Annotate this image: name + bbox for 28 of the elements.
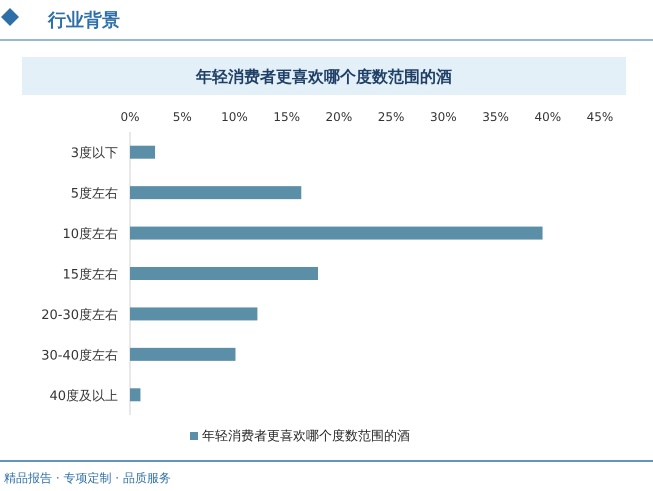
text: 行业背景 [47, 10, 120, 31]
bar [130, 226, 543, 240]
bar [130, 267, 318, 280]
y-tick-label: 30-40度左右 [41, 347, 118, 364]
x-tick-label: 35% [482, 110, 509, 124]
bar [130, 307, 258, 320]
legend-label: 年轻消费者更喜欢哪个度数范围的酒 [202, 428, 410, 444]
text: 精品报告 · 专项定制 · 品质服务 [4, 471, 171, 485]
y-tick-label: 15度左右 [62, 266, 118, 282]
x-tick-label: 15% [273, 110, 300, 124]
x-tick-label: 45% [586, 110, 614, 124]
chart-title: 年轻消费者更喜欢哪个度数范围的酒 [195, 67, 452, 86]
bar [130, 388, 140, 402]
x-tick-label: 20% [326, 110, 352, 124]
x-tick-label: 30% [430, 110, 457, 124]
y-tick-label: 10度左右 [62, 226, 118, 242]
bar [130, 348, 236, 361]
y-tick-label: 20-30度左右 [41, 306, 118, 323]
y-tick-label: 5度左右 [70, 186, 118, 202]
x-tick-label: 25% [378, 110, 404, 124]
x-tick-label: 10% [221, 110, 248, 124]
y-tick-label: 40度及以上 [49, 388, 118, 404]
bar [130, 186, 302, 200]
x-tick-label: 0% [120, 110, 140, 124]
bar [130, 146, 156, 159]
x-tick-label: 5% [172, 110, 192, 124]
y-tick-label: 3度以下 [70, 145, 118, 162]
x-tick-label: 40% [534, 110, 562, 124]
